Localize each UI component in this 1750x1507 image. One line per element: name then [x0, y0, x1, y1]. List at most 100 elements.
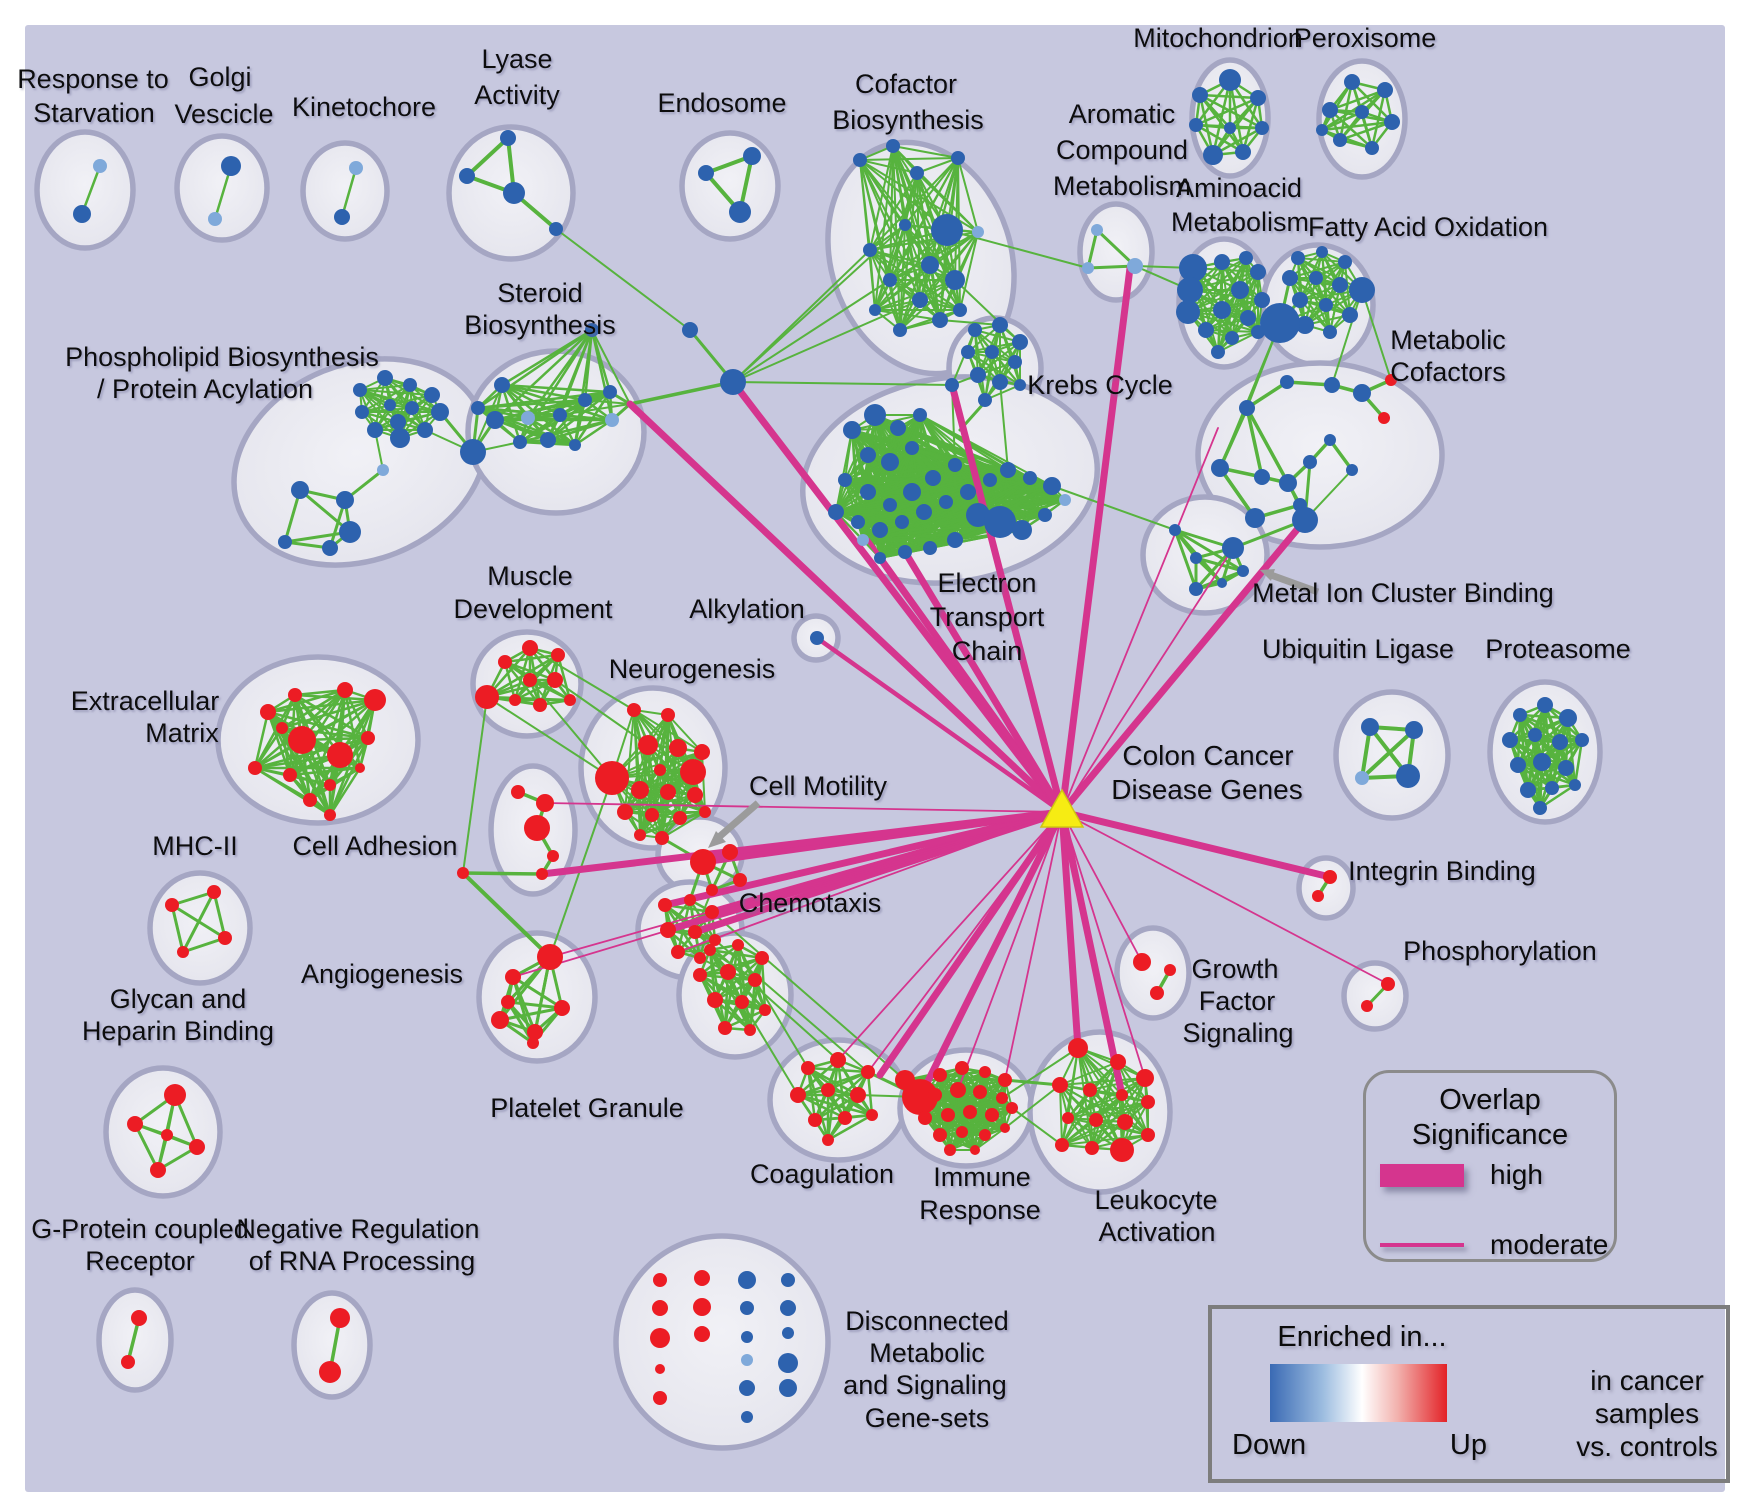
mitochondrion-edge — [1194, 123, 1245, 154]
colon-cancer-hub-triangle — [1039, 788, 1085, 828]
fatty-acid-oxidation-node — [1282, 270, 1298, 286]
chemotaxis-node — [705, 905, 719, 919]
cofactor-biosynthesis-edge — [904, 157, 959, 226]
steroid-biosynthesis-edge — [476, 328, 594, 410]
platelet-granule-node — [718, 1021, 732, 1035]
muscle-development-node — [522, 640, 538, 656]
muscle-development-node — [498, 655, 512, 669]
kinetochore-ellipse — [300, 140, 390, 242]
green-edge — [711, 911, 906, 1081]
immune-response-node — [933, 1128, 947, 1142]
label-phosphorylation: Phosphorylation — [1403, 936, 1597, 966]
electron-transport-chain-edge — [835, 429, 853, 513]
metabolic-cofactors-node — [1385, 374, 1397, 386]
peroxisome-edge — [1328, 108, 1374, 150]
neurogenesis-node — [669, 739, 687, 757]
proteasome-node — [1533, 801, 1547, 815]
extracellular-matrix-edge — [280, 688, 347, 730]
cell-motility-arrow — [716, 800, 761, 840]
cell-adhesion-node — [457, 867, 469, 879]
electron-transport-chain-node — [1059, 494, 1071, 506]
platelet-granule-node — [693, 968, 707, 982]
proteasome-edge — [1516, 738, 1584, 767]
muscle-development-node — [564, 694, 576, 706]
peroxisome-node — [1344, 74, 1360, 90]
green-edge — [529, 647, 635, 711]
cofactor-biosynthesis-node — [945, 270, 965, 290]
label-muscle-development: Muscle — [487, 561, 573, 591]
green-edge — [462, 696, 488, 874]
muscle-development-node — [475, 685, 499, 709]
label-growth-factor-signaling: Signaling — [1182, 1018, 1293, 1048]
extracellular-matrix-edge — [280, 726, 292, 777]
kinetochore-node — [334, 209, 350, 225]
disconnected-gene-sets-node — [779, 1379, 797, 1397]
chemotaxis-node — [694, 952, 706, 964]
overlap-title-line1: Overlap — [1439, 1084, 1541, 1116]
overlap-title-line2: Significance — [1411, 1119, 1569, 1151]
label-cell-motility: Cell Motility — [749, 771, 888, 801]
leukocyte-activation-node — [1085, 1141, 1099, 1155]
electron-transport-chain-node — [905, 441, 919, 455]
label-golgi-vescicle: Vescicle — [174, 99, 273, 129]
steroid-biosynthesis-node — [521, 411, 535, 425]
label-cofactor-biosynthesis: Cofactor — [855, 69, 957, 99]
cofactor-biosynthesis-edge — [916, 172, 921, 301]
aminoacid-metabolism-node — [1225, 331, 1239, 345]
label-platelet-granule: Platelet Granule — [490, 1093, 684, 1123]
fatty-acid-oxidation-node — [1338, 255, 1352, 269]
steroid-biosynthesis-node — [513, 435, 527, 449]
krebs-cycle-node — [978, 393, 992, 407]
growth-factor-signaling-node — [1150, 986, 1164, 1000]
steroid-biosynthesis-edge — [558, 328, 594, 417]
green-edge — [461, 871, 552, 959]
phospholipid-lower-group-node — [336, 491, 354, 509]
cofactor-biosynthesis-edge — [899, 224, 906, 331]
integrin-binding-node — [1323, 870, 1337, 884]
fatty-acid-oxidation-node — [1323, 325, 1337, 339]
lyase-activity-node — [500, 130, 516, 146]
steroid-biosynthesis-edge — [558, 413, 614, 422]
metal-ion-cluster-binding-node — [1169, 524, 1181, 536]
peroxisome-node — [1333, 133, 1347, 147]
metabolic-cofactors-node — [1324, 377, 1340, 393]
aminoacid-metabolism-node — [1231, 281, 1249, 299]
leukocyte-activation-edge — [1061, 1089, 1091, 1146]
glycan-heparin-binding-node — [164, 1084, 186, 1106]
lyase-activity-node — [549, 222, 563, 236]
electron-transport-chain-node — [966, 503, 990, 527]
label-disconnected-gene-sets: Gene-sets — [865, 1403, 990, 1433]
enrichment-down-label: Down — [1232, 1429, 1307, 1461]
aminoacid-metabolism-node — [1177, 277, 1203, 303]
leukocyte-activation-node — [1116, 1089, 1128, 1101]
green-edge — [732, 299, 921, 383]
extracellular-matrix-edge — [280, 698, 377, 730]
metabolic-cofactors-edge — [1218, 466, 1257, 520]
neurogenesis-node — [654, 764, 666, 776]
neurogenesis-edge — [624, 744, 649, 813]
neurogenesis-node — [673, 811, 687, 825]
leukocyte-activation-edge — [1067, 1077, 1146, 1119]
aminoacid-metabolism-node — [1179, 254, 1207, 282]
angiogenesis-node — [537, 944, 563, 970]
ubiquitin-ligase-node — [1355, 771, 1369, 785]
cell-adhesion-node — [524, 815, 550, 841]
overlap-edge-moderate — [1061, 811, 1146, 1079]
fatty-acid-oxidation-edge — [1297, 257, 1306, 326]
mhc-ii-edge — [170, 890, 216, 907]
junction-nodes-node — [460, 439, 486, 465]
cell-adhesion-node — [536, 868, 548, 880]
aminoacid-metabolism-node — [1239, 251, 1253, 265]
steroid-biosynthesis-edge — [500, 383, 612, 394]
proteasome-node — [1559, 709, 1577, 727]
leukocyte-activation-node — [1055, 1138, 1069, 1152]
mhc-ii-node — [177, 946, 189, 958]
mitochondrion-node — [1189, 118, 1203, 132]
label-growth-factor-signaling: Factor — [1199, 986, 1276, 1016]
leukocyte-activation-edge — [1077, 1047, 1149, 1136]
endosome-node — [729, 201, 751, 223]
electron-transport-chain-node — [903, 483, 921, 501]
electron-transport-chain-node — [895, 515, 909, 529]
cofactor-biosynthesis-node — [853, 153, 867, 167]
steroid-biosynthesis-node — [569, 439, 581, 451]
